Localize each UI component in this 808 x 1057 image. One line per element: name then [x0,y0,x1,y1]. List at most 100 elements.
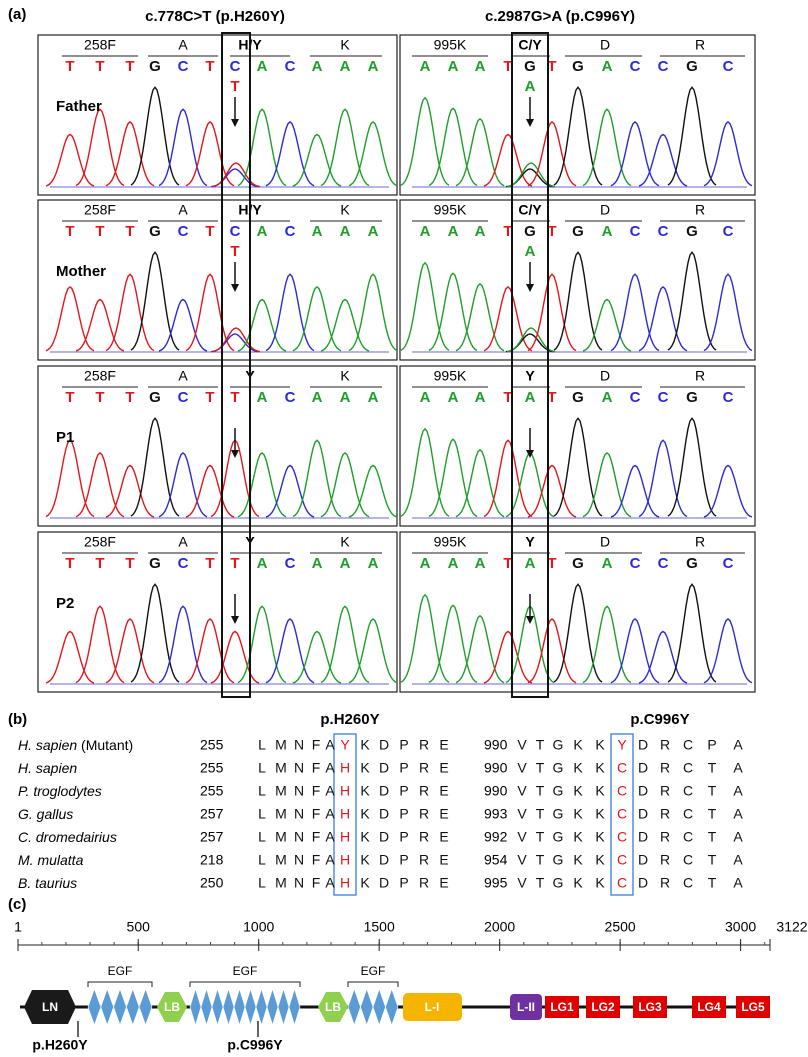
residue: T [536,806,545,822]
residue: D [638,829,648,845]
residue: A [733,783,743,799]
residue: L [258,783,266,799]
residue: N [294,829,304,845]
base-call: A [312,58,323,75]
arrow-head [231,616,239,624]
base-call: C [658,555,669,572]
residue: R [660,829,670,845]
egf-bracket [190,982,300,987]
egf-repeat [289,989,300,1025]
residue: L [258,852,266,868]
trace-peak [554,418,602,516]
egf-repeat [256,989,267,1025]
base-call: T [65,389,74,406]
residue: A [733,829,743,845]
codon-label: D [600,368,610,384]
trace-peak [76,300,124,352]
base-call: A [312,389,323,406]
base-call: A [475,223,486,240]
species: H. sapien [18,737,77,753]
base-call: C [630,58,641,75]
base-call: A [448,555,459,572]
residue: M [275,829,287,845]
residue: E [439,852,448,868]
residue: A [325,829,335,845]
residue: C [683,783,693,799]
trace-peak [238,606,286,682]
residue-start: 255 [200,737,224,753]
residue: E [439,783,448,799]
residue: D [638,875,648,891]
residue-start: 255 [200,783,224,799]
residue: D [379,760,389,776]
codon-label: 995K [434,202,467,218]
residue: T [536,875,545,891]
codon-label: 258F [84,37,116,53]
domain-label: LG2 [591,1000,615,1014]
codon-label: 995K [434,37,467,53]
panel-label: (c) [8,896,26,913]
residue: T [708,806,717,822]
residue: D [379,806,389,822]
base-call: C [178,58,189,75]
base-call: C [178,223,189,240]
base-call: C [630,555,641,572]
arrow-head [231,450,239,458]
residue: M [275,760,287,776]
species-name: B. taurius [18,875,77,891]
residue: D [379,829,389,845]
base-call: T [95,389,104,406]
arrow-head [526,284,534,292]
trace-peak [46,287,94,351]
residue: C [683,875,693,891]
trace-peak [668,87,716,185]
egf-repeat [234,989,245,1025]
residue-start: 255 [200,760,224,776]
residue: G [553,852,564,868]
trace-peak [583,300,631,352]
residue: K [360,875,370,891]
species-name: H. sapien [18,760,77,776]
residue: D [379,875,389,891]
residue: T [708,829,717,845]
trace-peak [76,109,124,185]
residue: P [707,737,716,753]
residue: N [294,783,304,799]
residue: P [399,806,408,822]
residue: T [708,852,717,868]
residue: Y [340,737,350,753]
base-call: G [149,555,161,572]
domain-label: L-II [517,1000,535,1014]
trace-peak [131,418,179,516]
domain-label: LG5 [741,1000,765,1014]
residue: R [419,783,429,799]
arrow-head [231,119,239,127]
residue: P [399,875,408,891]
residue: A [325,783,335,799]
residue: L [258,875,266,891]
alignment-header: p.C996Y [630,711,689,728]
axis-tick-label: 500 [127,919,151,935]
codon-label: R [695,37,705,53]
egf-repeat [139,989,152,1025]
residue: N [294,852,304,868]
base-call: T [205,223,214,240]
axis-tick-label: 1000 [243,919,274,935]
base-call: C [285,58,296,75]
species: B. taurius [18,875,77,891]
residue: M [275,737,287,753]
base-call: T [65,58,74,75]
base-call: T [230,555,239,572]
residue: M [275,875,287,891]
residue: P [399,852,408,868]
residue: H [340,829,350,845]
trace-peak [506,453,554,517]
trace-peak [293,135,341,187]
species-name: P. troglodytes [18,783,102,799]
base-call: A [602,223,613,240]
residue: M [275,806,287,822]
egf-repeat [101,989,114,1025]
base-call: T [125,58,134,75]
sample-name: P2 [56,595,74,612]
domain-label: LG3 [638,1000,662,1014]
